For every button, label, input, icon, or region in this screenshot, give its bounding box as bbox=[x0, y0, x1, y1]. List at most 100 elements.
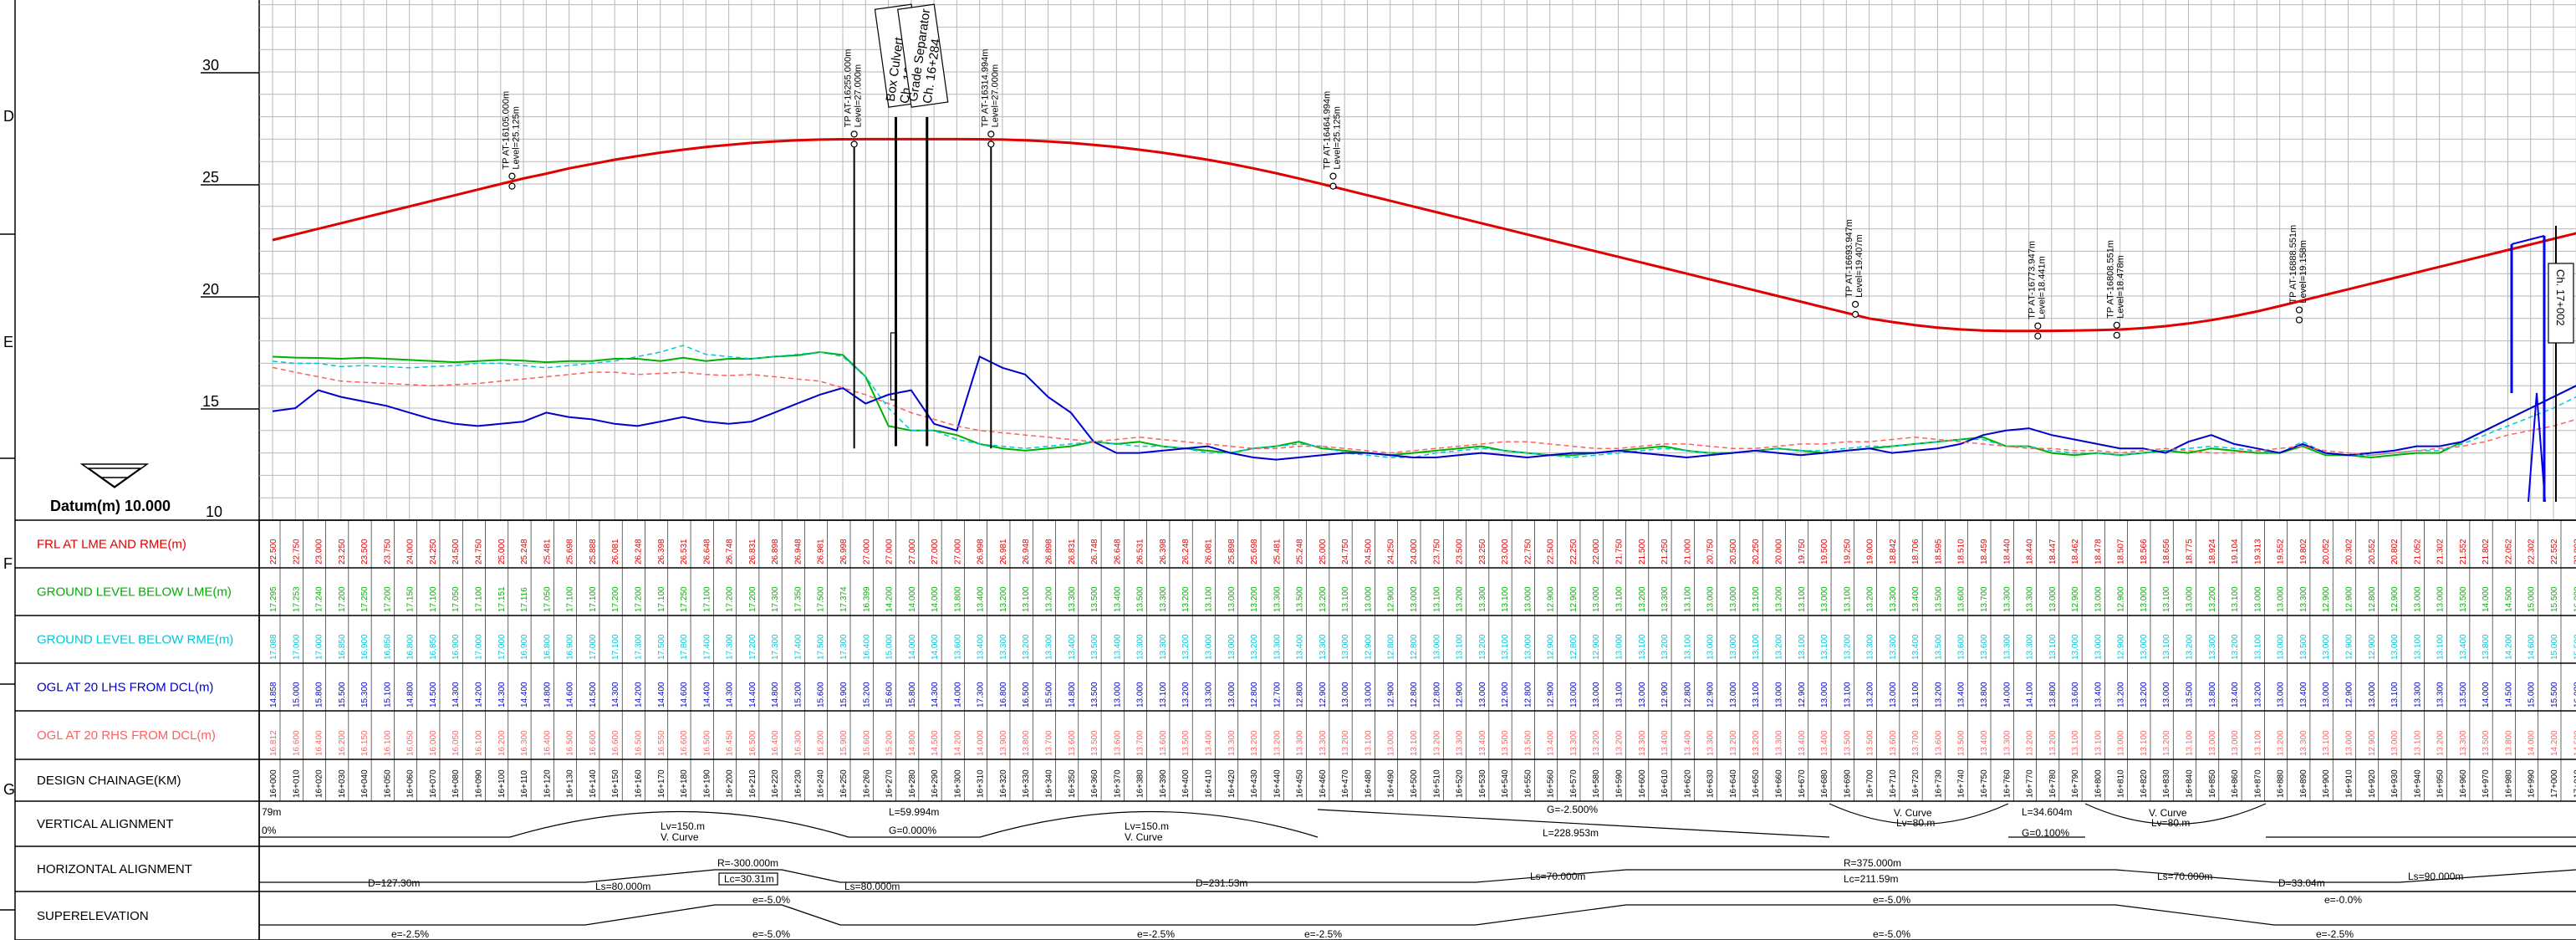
table-cell: 24.000 bbox=[1410, 539, 1419, 565]
table-cell: 13.300 bbox=[2208, 634, 2217, 660]
table-cell: 13.000 bbox=[1341, 682, 1350, 708]
datum-label: Datum(m) 10.000 bbox=[50, 498, 171, 514]
table-cell: 27.000 bbox=[931, 539, 940, 565]
table-cell: 13.200 bbox=[1774, 634, 1783, 660]
se-d: e=-2.5% bbox=[1137, 928, 1175, 940]
table-cell: 17.200 bbox=[611, 586, 620, 612]
table-cell: 14.200 bbox=[475, 682, 484, 708]
ha-lc1: Lc=30.31m bbox=[724, 873, 774, 885]
table-cell: 27.000 bbox=[953, 539, 962, 565]
table-cell: 21.250 bbox=[1660, 539, 1670, 565]
table-cell: 17.000 bbox=[475, 634, 484, 660]
chainage-tick-label: 16+390 bbox=[1159, 769, 1168, 798]
chainage-tick-label: 16+920 bbox=[2368, 769, 2377, 798]
annotation-layer: TP AT-16105.000mLevel=25.125m TP AT-16255… bbox=[501, 3, 2574, 503]
table-cell: 13.000 bbox=[2094, 586, 2103, 612]
table-cell: 20.052 bbox=[2322, 539, 2331, 565]
ha-r1: R=-300.000m bbox=[717, 857, 778, 869]
se-i: e=-2.5% bbox=[2316, 928, 2354, 940]
table-cell: 13.500 bbox=[1090, 586, 1099, 612]
table-cell: 12.900 bbox=[2117, 586, 2126, 612]
table-cell: 15.000 bbox=[292, 682, 301, 708]
table-cell: 24.750 bbox=[1341, 539, 1350, 565]
table-cell: 13.400 bbox=[1068, 634, 1077, 660]
table-cell: 22.000 bbox=[1592, 539, 1601, 565]
table-cell: 17.200 bbox=[338, 586, 347, 612]
se-h: e=-0.0% bbox=[2324, 894, 2362, 906]
va-grade-l: L=228.953m bbox=[1543, 827, 1599, 839]
table-cell: 15.100 bbox=[383, 682, 392, 708]
table-cell: 19.552 bbox=[2277, 539, 2286, 565]
series-ogl-rhs bbox=[272, 366, 2576, 457]
table-cell: 17.200 bbox=[748, 586, 757, 612]
table-cell: 13.200 bbox=[1934, 682, 1943, 708]
table-cell: 26.948 bbox=[793, 539, 803, 565]
row-labels: FRL AT LME AND RME(m) GROUND LEVEL BELOW … bbox=[37, 538, 233, 924]
table-cell: 13.200 bbox=[1660, 634, 1670, 660]
chainage-tick-label: 16+710 bbox=[1889, 769, 1898, 798]
chainage-tick-label: 16+600 bbox=[1638, 769, 1647, 798]
table-cell: 13.000 bbox=[2117, 730, 2126, 756]
chainage-tick-label: 16+870 bbox=[2253, 769, 2262, 798]
table-cell: 13.000 bbox=[1204, 634, 1213, 660]
table-cell: 16.600 bbox=[611, 730, 620, 756]
va-left-top: 79m bbox=[262, 806, 281, 818]
table-cell: 13.200 bbox=[1341, 730, 1350, 756]
table-cell: 15.200 bbox=[885, 730, 895, 756]
table-cell: 13.000 bbox=[2186, 586, 2195, 612]
table-cell: 13.300 bbox=[2002, 634, 2012, 660]
table-cell: 16.900 bbox=[451, 634, 461, 660]
table-cell: 12.900 bbox=[1547, 586, 1556, 612]
table-cell: 13.100 bbox=[2071, 730, 2080, 756]
table-cell: 16.900 bbox=[520, 634, 529, 660]
svg-text:15: 15 bbox=[202, 393, 219, 410]
table-cell: 14.200 bbox=[2550, 730, 2559, 756]
table-cell: 14.300 bbox=[931, 682, 940, 708]
table-cell: 13.200 bbox=[2277, 730, 2286, 756]
ha-d1: D=127.30m bbox=[368, 877, 420, 889]
table-cell: 14.800 bbox=[1068, 682, 1077, 708]
table-cell: 23.250 bbox=[1478, 539, 1487, 565]
table-cell: 23.250 bbox=[338, 539, 347, 565]
table-cell: 13.600 bbox=[953, 634, 962, 660]
row-label: FRL AT LME AND RME(m) bbox=[37, 538, 186, 552]
table-cell: 13.000 bbox=[1478, 682, 1487, 708]
tp-label: TP AT-16105.000mLevel=25.125m bbox=[501, 91, 521, 170]
table-cell: 14.500 bbox=[2504, 586, 2513, 612]
va-mid-g: G=0.000% bbox=[889, 825, 936, 836]
table-cell: 17.250 bbox=[360, 586, 370, 612]
table-cell: 12.900 bbox=[2117, 634, 2126, 660]
table-cell: 15.000 bbox=[885, 634, 895, 660]
ha-ls1: Ls=80.000m bbox=[595, 881, 650, 892]
table-cell: 13.100 bbox=[1410, 730, 1419, 756]
table-cell: 17.300 bbox=[771, 634, 780, 660]
table-cell: 22.802 bbox=[2573, 539, 2576, 565]
table-cell: 14.000 bbox=[953, 682, 962, 708]
table-cell: 13.800 bbox=[1022, 730, 1031, 756]
table-cell: 19.802 bbox=[2299, 539, 2308, 565]
table-cell: 13.600 bbox=[1068, 730, 1077, 756]
table-cell: 13.500 bbox=[1136, 586, 1145, 612]
table-cell: 13.000 bbox=[1523, 634, 1533, 660]
chainage-tick-label: 16+070 bbox=[429, 769, 438, 798]
table-cell: 13.000 bbox=[2344, 730, 2354, 756]
table-cell: 13.100 bbox=[1911, 682, 1921, 708]
table-cell: 13.500 bbox=[1523, 730, 1533, 756]
table-cell: 13.400 bbox=[1113, 634, 1122, 660]
table-cell: 17.300 bbox=[634, 634, 643, 660]
row-label: VERTICAL ALIGNMENT bbox=[37, 817, 173, 831]
table-cell: 13.100 bbox=[1638, 634, 1647, 660]
table-cell: 13.300 bbox=[1319, 730, 1328, 756]
table-cell: 21.802 bbox=[2482, 539, 2491, 565]
table-cell: 20.500 bbox=[1729, 539, 1738, 565]
table-cell: 24.500 bbox=[451, 539, 461, 565]
table-cell: 18.440 bbox=[2026, 539, 2035, 565]
chainage-tick-label: 16+680 bbox=[1820, 769, 1829, 798]
table-cell: 13.300 bbox=[1478, 586, 1487, 612]
table-cell: 15.000 bbox=[2550, 634, 2559, 660]
table-cell: 13.000 bbox=[1341, 634, 1350, 660]
table-cell: 17.150 bbox=[406, 586, 416, 612]
y-tick-20: 20 bbox=[201, 281, 259, 298]
table-cell: 14.000 bbox=[908, 634, 917, 660]
table-cell: 13.000 bbox=[2322, 682, 2331, 708]
